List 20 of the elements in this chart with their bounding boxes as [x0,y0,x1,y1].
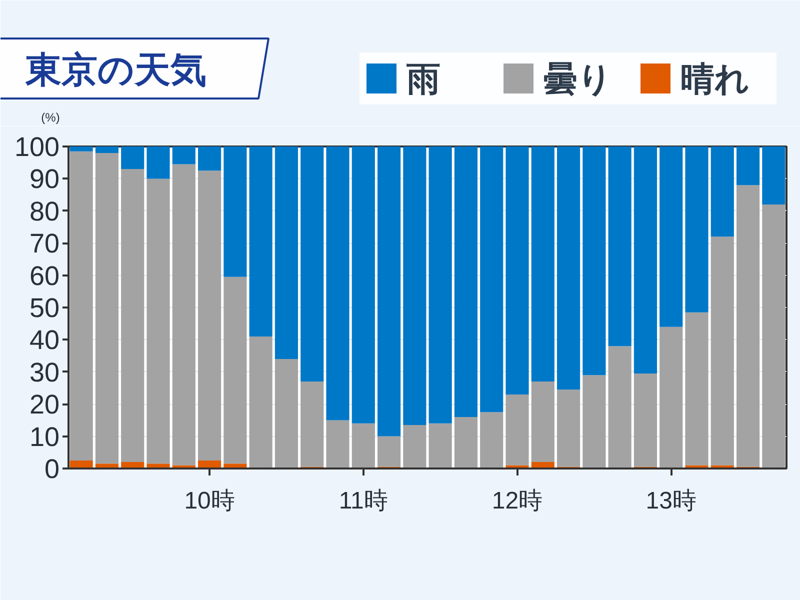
legend-label: 晴れ [680,60,750,98]
x-tick-label: 13時 [646,488,696,514]
y-tick-label: 20 [29,390,60,420]
y-tick-label: 30 [29,357,60,388]
x-tick-label: 11時 [338,488,388,514]
y-tick-label: 10 [29,422,60,452]
y-tick-label: 90 [29,164,60,194]
chart-title: 東京の天気 [24,49,206,90]
y-axis-title: (%) [41,110,60,124]
legend-label: 雨 [406,60,440,98]
y-tick-label: 70 [29,228,60,259]
y-tick-label: 100 [14,132,60,162]
y-tick-label: 40 [29,325,60,356]
y-tick-label: 60 [29,260,60,291]
x-tick-label: 12時 [492,488,543,514]
y-tick-label: 50 [29,293,60,323]
x-tick-label: 10時 [184,488,235,514]
y-tick-label: 80 [29,196,60,226]
y-tick-label: 0 [44,454,60,484]
legend-label: 曇り [544,60,612,98]
